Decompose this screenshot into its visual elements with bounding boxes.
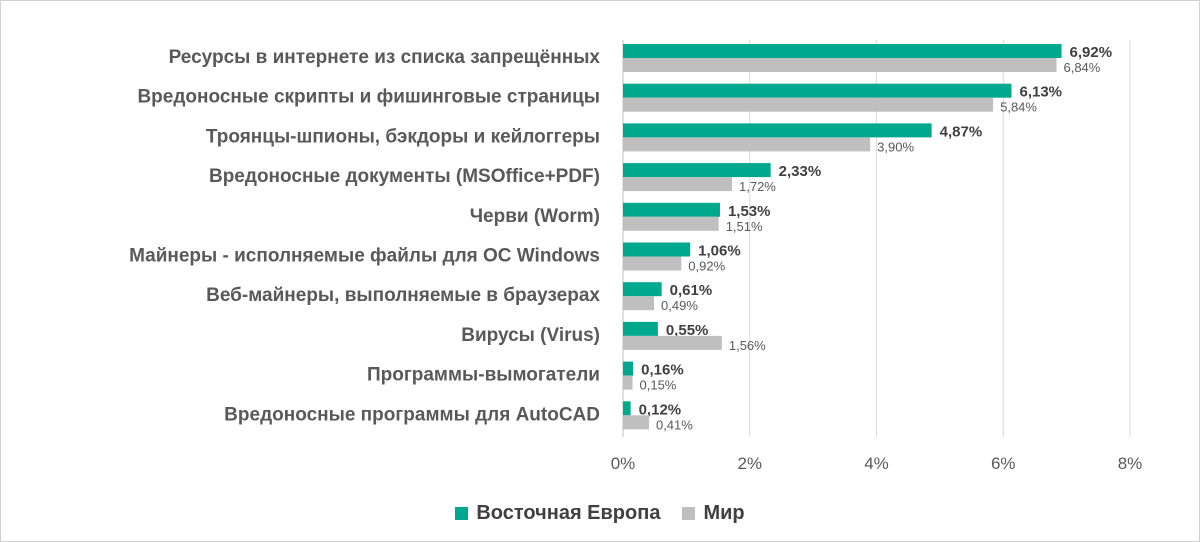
data-label-world: 0,49% (661, 298, 698, 313)
data-label-world: 0,92% (688, 259, 725, 274)
bar-eastern-europe (623, 123, 932, 138)
data-label-eastern-europe: 0,12% (639, 401, 682, 418)
category-label: Вирусы (Virus) (461, 325, 600, 346)
data-label-world: 1,51% (726, 219, 763, 234)
bar-eastern-europe (623, 242, 691, 257)
x-tick-label: 0% (611, 454, 636, 473)
category-label: Программы-вымогатели (367, 365, 600, 386)
legend-swatch-world (682, 506, 696, 520)
bar-eastern-europe (623, 282, 662, 297)
legend-item-world: Мир (682, 501, 745, 525)
data-label-world: 0,41% (656, 417, 693, 432)
bar-eastern-europe (623, 163, 771, 178)
data-label-world: 1,56% (729, 338, 766, 353)
data-label-eastern-europe: 1,53% (728, 203, 771, 220)
bar-world (623, 216, 719, 231)
bar-world (623, 177, 733, 192)
bar-eastern-europe (623, 44, 1062, 58)
bar-world (623, 256, 682, 271)
category-label: Вредоносные скрипты и фишинговые страниц… (137, 87, 600, 108)
data-label-world: 1,72% (739, 179, 776, 194)
data-label-eastern-europe: 0,16% (641, 362, 684, 379)
bar-world (623, 335, 722, 350)
bar-eastern-europe (623, 361, 634, 376)
category-label: Майнеры - исполняемые файлы для ОС Windo… (129, 246, 600, 267)
data-label-eastern-europe: 1,06% (698, 243, 741, 260)
category-label: Черви (Worm) (470, 206, 600, 227)
category-label: Вредоносные документы (MSOffice+PDF) (209, 166, 600, 187)
category-label: Веб-майнеры, выполняемые в браузерах (206, 285, 600, 306)
bar-eastern-europe (623, 321, 658, 336)
data-label-world: 5,84% (1000, 100, 1037, 115)
bar-world (623, 137, 871, 152)
legend-label-world: Мир (703, 501, 745, 524)
bar-chart: 0% 2% 4% 6% 8% Ресурсы в интернете из списка … (129, 40, 1143, 473)
x-tick-label: 4% (864, 454, 889, 473)
category-label: Ресурсы в интернете из списка запрещённы… (169, 47, 601, 68)
legend-item-eastern-europe: Восточная Европа (455, 502, 660, 525)
bar-world (623, 97, 994, 112)
bar-eastern-europe (623, 401, 631, 416)
data-label-eastern-europe: 0,55% (666, 322, 709, 339)
bar-world (623, 375, 633, 390)
data-label-eastern-europe: 6,13% (1019, 84, 1062, 101)
bar-world (623, 296, 655, 311)
bar-eastern-europe (623, 202, 720, 217)
bar-world (623, 58, 1057, 72)
category-label: Вредоносные программы для AutoCAD (224, 404, 600, 425)
category-label: Троянцы-шпионы, бэкдоры и кейлоггеры (206, 126, 600, 147)
data-label-world: 6,84% (1063, 60, 1100, 75)
x-tick-label: 2% (737, 454, 762, 473)
bar-eastern-europe (623, 83, 1012, 98)
bar-world (623, 415, 649, 430)
legend-swatch-eastern-europe (455, 506, 469, 520)
data-label-world: 0,15% (640, 378, 677, 393)
data-label-eastern-europe: 0,61% (670, 282, 713, 299)
data-label-world: 3,90% (877, 139, 914, 154)
data-label-eastern-europe: 2,33% (779, 163, 822, 180)
data-label-eastern-europe: 6,92% (1070, 44, 1113, 61)
legend-label-eastern-europe: Восточная Европа (476, 501, 661, 524)
data-label-eastern-europe: 4,87% (940, 123, 983, 140)
chart-legend: Восточная Европа Мир (0, 498, 1200, 528)
x-tick-label: 8% (1118, 454, 1143, 473)
x-tick-label: 6% (991, 454, 1016, 473)
